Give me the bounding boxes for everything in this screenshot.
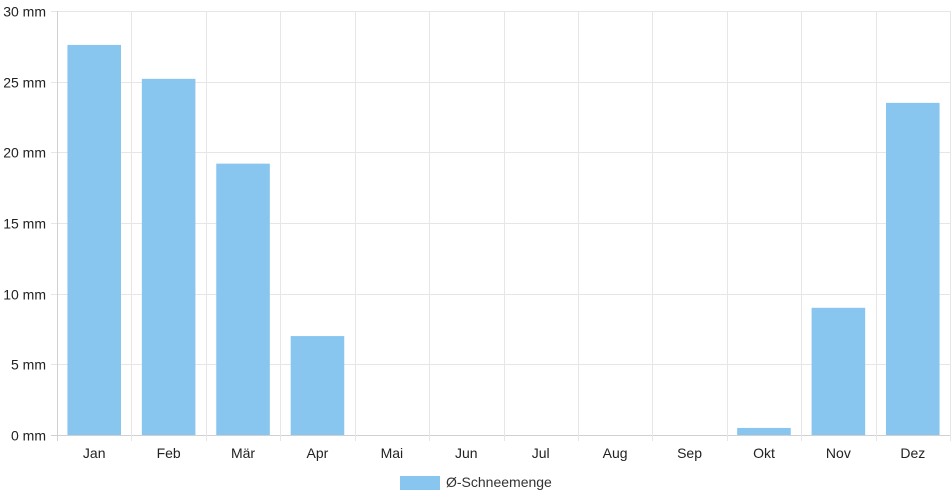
x-tick-label: Jun [455,445,478,461]
y-tick-label: 25 mm [3,75,46,91]
bar-dez[interactable] [886,102,940,436]
y-tick-label: 0 mm [11,428,46,444]
y-tick-label: 10 mm [3,287,46,303]
x-tick-label: Feb [157,445,181,461]
bar-feb[interactable] [141,78,196,435]
legend-label[interactable]: Ø-Schneemenge [446,474,552,490]
x-tick-label: Dez [900,445,925,461]
x-tick-label: Jul [532,445,550,461]
x-tick-label: Aug [603,445,628,461]
x-tick-label: Jan [83,445,106,461]
bar-layer [67,44,940,436]
y-tick-label: 20 mm [3,145,46,161]
bar-jan[interactable] [67,44,121,436]
legend-swatch[interactable] [400,476,440,490]
y-tick-label: 15 mm [3,216,46,232]
x-tick-label: Sep [677,445,702,461]
x-tick-label: Mai [381,445,404,461]
x-tick-label: Mär [231,445,255,461]
x-tick-label: Nov [826,445,851,461]
x-tick-label: Okt [753,445,775,461]
x-tick-label: Apr [307,445,329,461]
y-tick-label: 5 mm [11,357,46,373]
axis-layer: 0 mm 5 mm 10 mm 15 mm 20 mm 25 mm 30 mm Jan Feb M… [3,4,925,462]
bar-okt[interactable] [737,427,791,435]
bar-nov[interactable] [811,307,866,435]
legend[interactable]: Ø-Schneemenge [400,474,552,490]
grid-layer [51,11,951,441]
bar-apr[interactable] [290,336,345,435]
bar-mär[interactable] [216,163,270,435]
y-tick-label: 30 mm [3,4,46,20]
